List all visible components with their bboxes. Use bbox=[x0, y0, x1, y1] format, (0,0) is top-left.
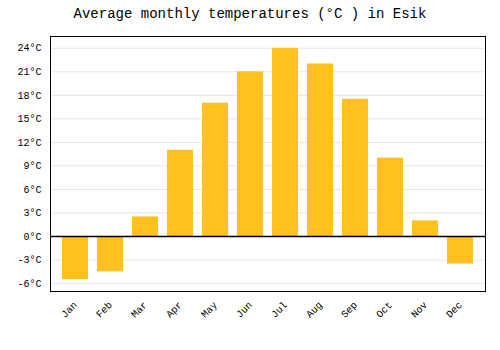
svg-text:12°C: 12°C bbox=[17, 138, 41, 149]
svg-text:21°C: 21°C bbox=[17, 67, 41, 78]
svg-text:Aug: Aug bbox=[304, 300, 325, 321]
svg-text:9°C: 9°C bbox=[23, 161, 41, 172]
svg-text:Jul: Jul bbox=[269, 300, 290, 321]
svg-text:-6°C: -6°C bbox=[17, 279, 41, 290]
svg-text:Feb: Feb bbox=[94, 300, 115, 321]
svg-text:Mar: Mar bbox=[129, 300, 150, 321]
svg-text:Oct: Oct bbox=[374, 300, 395, 321]
html-text:Average monthly temperatures (: Average monthly temperatures (°C ) in Es… bbox=[73, 6, 427, 22]
svg-text:Dec: Dec bbox=[444, 300, 465, 321]
svg-text:Jan: Jan bbox=[59, 300, 80, 321]
svg-text:Sep: Sep bbox=[339, 300, 360, 321]
svg-text:May: May bbox=[199, 300, 220, 321]
svg-text:Apr: Apr bbox=[164, 300, 185, 321]
svg-text:-3°C: -3°C bbox=[17, 255, 41, 266]
svg-text:6°C: 6°C bbox=[23, 185, 41, 196]
svg-text:3°C: 3°C bbox=[23, 208, 41, 219]
svg-text:Nov: Nov bbox=[409, 300, 430, 321]
svg-text:15°C: 15°C bbox=[17, 114, 41, 125]
svg-text:Jun: Jun bbox=[234, 300, 255, 321]
svg-text:0°C: 0°C bbox=[23, 232, 41, 243]
svg-text:18°C: 18°C bbox=[17, 91, 41, 102]
svg-text:24°C: 24°C bbox=[17, 43, 41, 54]
